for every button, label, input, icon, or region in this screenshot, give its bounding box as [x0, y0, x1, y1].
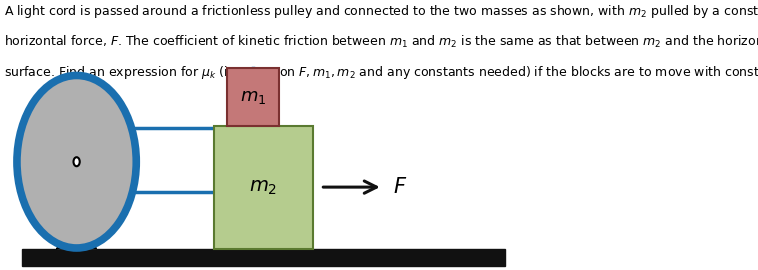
Polygon shape — [57, 219, 96, 249]
Bar — [227, 68, 279, 126]
Bar — [214, 126, 312, 249]
Text: horizontal force, $F$. The coefficient of kinetic friction between $m_1$ and $m_: horizontal force, $F$. The coefficient o… — [4, 33, 758, 50]
Text: surface. Find an expression for $\mu_k$ (in terms on $F, m_1, m_2$ and any const: surface. Find an expression for $\mu_k$ … — [4, 64, 758, 81]
Text: $m_2$: $m_2$ — [249, 178, 277, 197]
Bar — [22, 249, 505, 266]
Text: A light cord is passed around a frictionless pulley and connected to the two mas: A light cord is passed around a friction… — [4, 3, 758, 20]
Text: $m_1$: $m_1$ — [240, 88, 266, 106]
Ellipse shape — [17, 75, 136, 248]
Text: $F$: $F$ — [393, 177, 407, 197]
Ellipse shape — [74, 157, 80, 166]
